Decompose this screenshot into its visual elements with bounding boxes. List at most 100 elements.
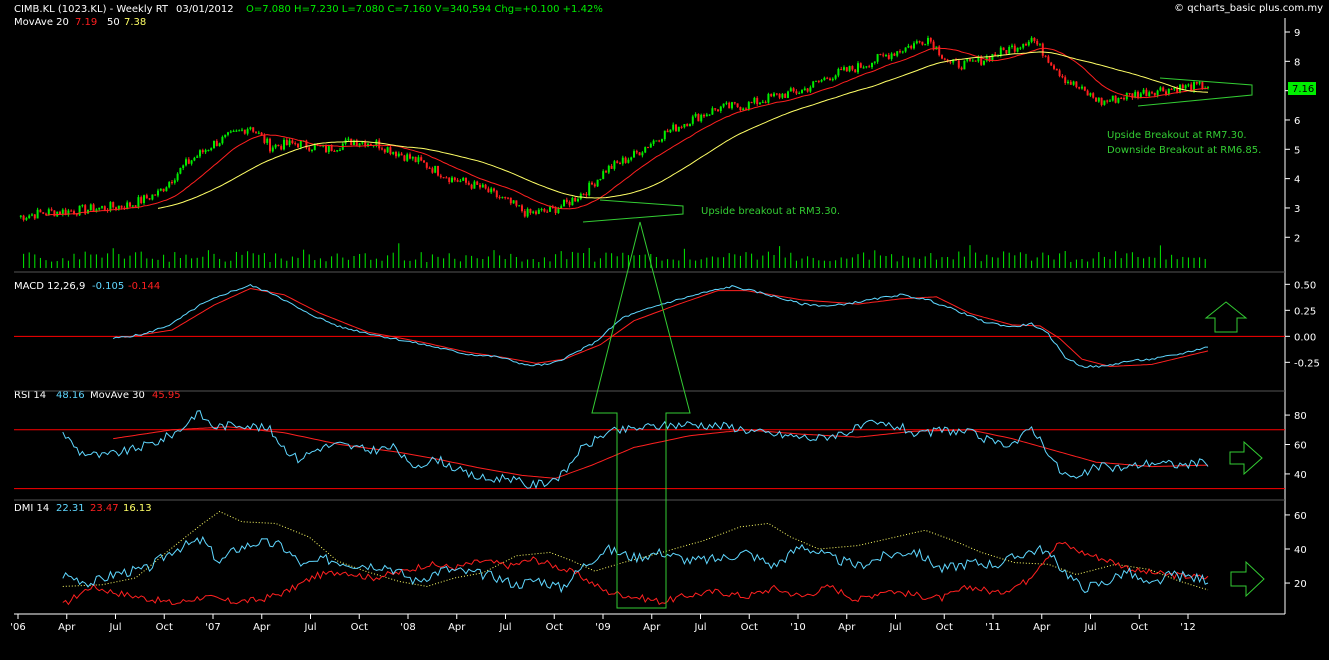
- symbol-title: CIMB.KL (1023.KL) - Weekly RT: [14, 4, 169, 15]
- candle-body: [353, 140, 355, 146]
- candle-body: [607, 165, 610, 173]
- macd-title: MACD 12,26,9: [14, 281, 85, 292]
- candle-body: [845, 67, 848, 72]
- candle-body: [739, 107, 742, 111]
- candle-body: [574, 197, 577, 202]
- price-y-tick-label: 3: [1294, 204, 1300, 215]
- x-tick-label: Apr: [448, 622, 466, 633]
- candle-body: [1097, 97, 1100, 102]
- candle-body: [59, 211, 61, 215]
- candle-body: [325, 144, 327, 153]
- candle-body: [453, 177, 456, 181]
- candle-body: [621, 157, 624, 164]
- candle-body: [493, 188, 495, 191]
- candle-body: [775, 93, 778, 95]
- candle-body: [1019, 47, 1022, 49]
- candle-body: [1195, 82, 1198, 84]
- candle-body: [207, 149, 210, 151]
- candle-body: [1173, 87, 1176, 90]
- candle-body: [120, 205, 123, 208]
- candle-body: [476, 181, 479, 185]
- mav50-value: 7.38: [124, 17, 146, 28]
- candle-body: [428, 167, 431, 169]
- candle-body: [1153, 92, 1156, 96]
- candle-body: [1162, 87, 1165, 92]
- candle-body: [364, 141, 367, 147]
- candle-body: [201, 150, 204, 153]
- candle-body: [73, 211, 75, 215]
- candle-body: [843, 67, 845, 70]
- candle-body: [582, 193, 585, 195]
- candle-body: [285, 139, 288, 146]
- macd-y-tick-label: -0.25: [1294, 358, 1320, 369]
- candle-body: [815, 80, 817, 82]
- candle-body: [1187, 84, 1190, 86]
- candle-body: [596, 179, 599, 187]
- candle-body: [887, 55, 890, 59]
- candle-body: [971, 60, 974, 62]
- candle-body: [927, 37, 929, 45]
- candle-body: [1176, 87, 1179, 93]
- candle-body: [305, 140, 308, 148]
- candle-body: [159, 188, 162, 191]
- candle-body: [756, 97, 759, 105]
- candle-body: [47, 209, 50, 215]
- candle-body: [826, 77, 829, 79]
- x-tick-label: '10: [790, 622, 805, 633]
- candle-body: [952, 59, 955, 63]
- x-tick-label: Jul: [1083, 622, 1096, 633]
- x-tick-label: '12: [1180, 622, 1195, 633]
- candle-body: [865, 66, 868, 68]
- candle-body: [521, 205, 523, 212]
- dmi-y-tick-label: 60: [1294, 511, 1307, 522]
- plus-di-line: [62, 535, 1209, 594]
- candle-body: [266, 138, 269, 143]
- candle-body: [1184, 85, 1187, 89]
- candle-body: [1167, 88, 1170, 95]
- minus-di-value: 23.47: [90, 503, 119, 514]
- candle-body: [280, 146, 283, 150]
- candle-body: [378, 140, 381, 149]
- candle-body: [1069, 81, 1072, 85]
- x-tick-label: Oct: [546, 622, 563, 633]
- rsi-mav-value: 45.95: [152, 390, 181, 401]
- candle-body: [1120, 98, 1123, 100]
- macd-value: -0.105: [92, 281, 124, 292]
- candle-body: [767, 93, 770, 103]
- candle-body: [859, 63, 862, 68]
- candle-body: [274, 144, 277, 148]
- candle-body: [151, 194, 154, 200]
- candle-body: [705, 114, 708, 117]
- candle-body: [1159, 87, 1162, 91]
- candle-body: [1114, 95, 1117, 103]
- candle-body: [42, 212, 45, 214]
- candle-body: [330, 145, 333, 151]
- annotation-downside-2012: Downside Breakout at RM6.85.: [1107, 145, 1261, 156]
- candle-body: [400, 153, 403, 156]
- candle-body: [1039, 43, 1041, 45]
- candle-body: [885, 55, 887, 57]
- candle-body: [61, 209, 64, 215]
- candle-body: [689, 123, 691, 127]
- candle-body: [770, 93, 773, 97]
- candle-body: [546, 211, 549, 213]
- candle-body: [647, 147, 649, 149]
- candle-body: [549, 206, 551, 212]
- candle-body: [957, 60, 960, 68]
- candle-body: [129, 202, 131, 207]
- candle-body: [185, 159, 187, 166]
- dmi-y-tick-label: 20: [1294, 579, 1307, 590]
- candle-body: [980, 56, 983, 65]
- candle-body: [868, 66, 871, 68]
- candle-body: [610, 165, 613, 169]
- candle-body: [991, 54, 994, 62]
- candle-body: [31, 214, 33, 216]
- candle-body: [89, 204, 92, 210]
- ma20-line: [45, 47, 1209, 216]
- candle-body: [803, 88, 806, 91]
- candle-body: [255, 131, 257, 133]
- candle-body: [347, 138, 350, 140]
- candle-body: [445, 177, 448, 179]
